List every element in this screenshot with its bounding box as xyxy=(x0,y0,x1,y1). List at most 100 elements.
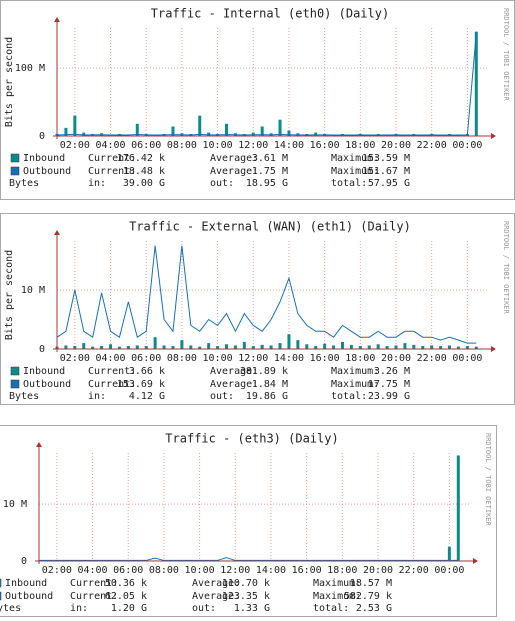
bar xyxy=(474,31,478,137)
totals-cell: 1.20 G xyxy=(111,603,147,614)
legend-stat: 1.84 M xyxy=(252,379,288,390)
legend-stat: 62.05 k xyxy=(105,591,147,602)
x-tick-label: 14:00 xyxy=(274,140,304,151)
bar xyxy=(278,343,282,349)
bar xyxy=(447,546,451,561)
x-tick-label: 08:00 xyxy=(167,353,197,364)
y-axis-label: Bits per second xyxy=(4,37,15,127)
legend-swatch xyxy=(10,366,20,376)
bar xyxy=(251,346,255,349)
x-tick-label: 06:00 xyxy=(113,565,143,576)
y-tick-label: 100 M xyxy=(15,63,45,74)
totals-cell: Bytes xyxy=(9,178,39,189)
legend-stat: Maximum: xyxy=(313,578,361,589)
totals-cell: 1.33 G xyxy=(234,603,270,614)
x-tick-label: 00:00 xyxy=(434,565,464,576)
legend-stat: 3.66 k xyxy=(129,366,165,377)
panel-frame xyxy=(0,213,515,405)
bar xyxy=(439,346,443,349)
legend-stat: 153.59 M xyxy=(362,153,410,164)
x-tick-label: 02:00 xyxy=(60,140,90,151)
bar xyxy=(171,346,175,349)
legend-stat: Current: xyxy=(70,591,118,602)
legend-stat: Average: xyxy=(192,591,240,602)
bar xyxy=(171,126,175,136)
totals-cell: total: xyxy=(331,178,367,189)
x-tick-label: 20:00 xyxy=(381,140,411,151)
x-tick-label: 16:00 xyxy=(292,565,322,576)
x-tick-label: 12:00 xyxy=(238,140,268,151)
totals-cell: in: xyxy=(88,391,106,402)
totals-cell: Bytes xyxy=(9,391,39,402)
y-axis-label: Bits per second xyxy=(4,250,15,340)
line xyxy=(56,32,477,136)
legend-stat: 153.69 k xyxy=(117,379,165,390)
chart-title: Traffic - External (WAN) (eth1) (Daily) xyxy=(129,220,411,234)
y-tick-label: 0 xyxy=(39,344,45,355)
bar xyxy=(207,343,211,349)
legend-swatch xyxy=(10,379,20,389)
axis-arrow xyxy=(36,442,42,447)
bar xyxy=(456,346,460,349)
bar xyxy=(465,346,469,349)
bar xyxy=(64,345,68,349)
bar xyxy=(64,127,68,136)
bar xyxy=(91,346,95,349)
legend-stat: 381.89 k xyxy=(240,366,288,377)
watermark: RRDTOOL / TOBI OETIKER xyxy=(502,8,510,102)
x-tick-label: 08:00 xyxy=(149,565,179,576)
legend-stat: 1.75 M xyxy=(252,166,288,177)
bar xyxy=(349,344,353,349)
line xyxy=(39,557,459,561)
x-tick-label: 08:00 xyxy=(167,140,197,151)
legend-stat: Maximum: xyxy=(331,166,379,177)
axis-arrow xyxy=(54,17,60,22)
x-tick-label: 04:00 xyxy=(77,565,107,576)
x-tick-label: 22:00 xyxy=(417,140,447,151)
x-tick-label: 10:00 xyxy=(203,353,233,364)
legend-stat: Current: xyxy=(88,366,136,377)
legend-stat: 176.42 k xyxy=(117,153,165,164)
axis-arrow xyxy=(491,346,496,352)
bar xyxy=(314,346,318,349)
chart-title: Traffic - Internal (eth0) (Daily) xyxy=(151,7,389,21)
bar xyxy=(189,345,193,349)
legend-stat: Maximum: xyxy=(331,153,379,164)
x-tick-label: 12:00 xyxy=(238,353,268,364)
bar xyxy=(269,345,273,349)
bar xyxy=(340,341,344,349)
bar xyxy=(323,343,327,349)
totals-cell: 19.86 G xyxy=(246,391,288,402)
legend-stat: 18.57 M xyxy=(350,578,392,589)
legend-swatch xyxy=(10,153,20,163)
chart-panel: Traffic - External (WAN) (eth1) (Daily) B… xyxy=(0,213,515,405)
totals-cell: 39.00 G xyxy=(123,178,165,189)
bar xyxy=(448,345,452,349)
x-tick-label: 20:00 xyxy=(363,565,393,576)
bar xyxy=(260,344,264,349)
bar xyxy=(144,346,148,349)
bar xyxy=(474,346,478,349)
bar xyxy=(332,345,336,349)
bar xyxy=(180,340,184,349)
bar xyxy=(126,346,130,349)
totals-cell: 2.53 G xyxy=(356,603,392,614)
totals-cell: out: xyxy=(210,178,234,189)
y-tick-label: 10 M xyxy=(3,499,27,510)
y-tick-label: 0 xyxy=(21,556,27,567)
bar xyxy=(225,344,229,349)
bar xyxy=(225,123,229,136)
bar xyxy=(456,455,460,561)
y-tick-label: 10 M xyxy=(21,285,45,296)
x-tick-label: 20:00 xyxy=(381,353,411,364)
bar xyxy=(287,334,291,349)
bar xyxy=(367,345,371,349)
x-tick-label: 16:00 xyxy=(310,140,340,151)
x-tick-label: 06:00 xyxy=(131,353,161,364)
legend-swatch xyxy=(10,166,20,176)
bar xyxy=(73,346,77,349)
bar xyxy=(296,340,300,349)
line xyxy=(56,245,477,344)
legend-stat: 110.70 k xyxy=(222,578,270,589)
